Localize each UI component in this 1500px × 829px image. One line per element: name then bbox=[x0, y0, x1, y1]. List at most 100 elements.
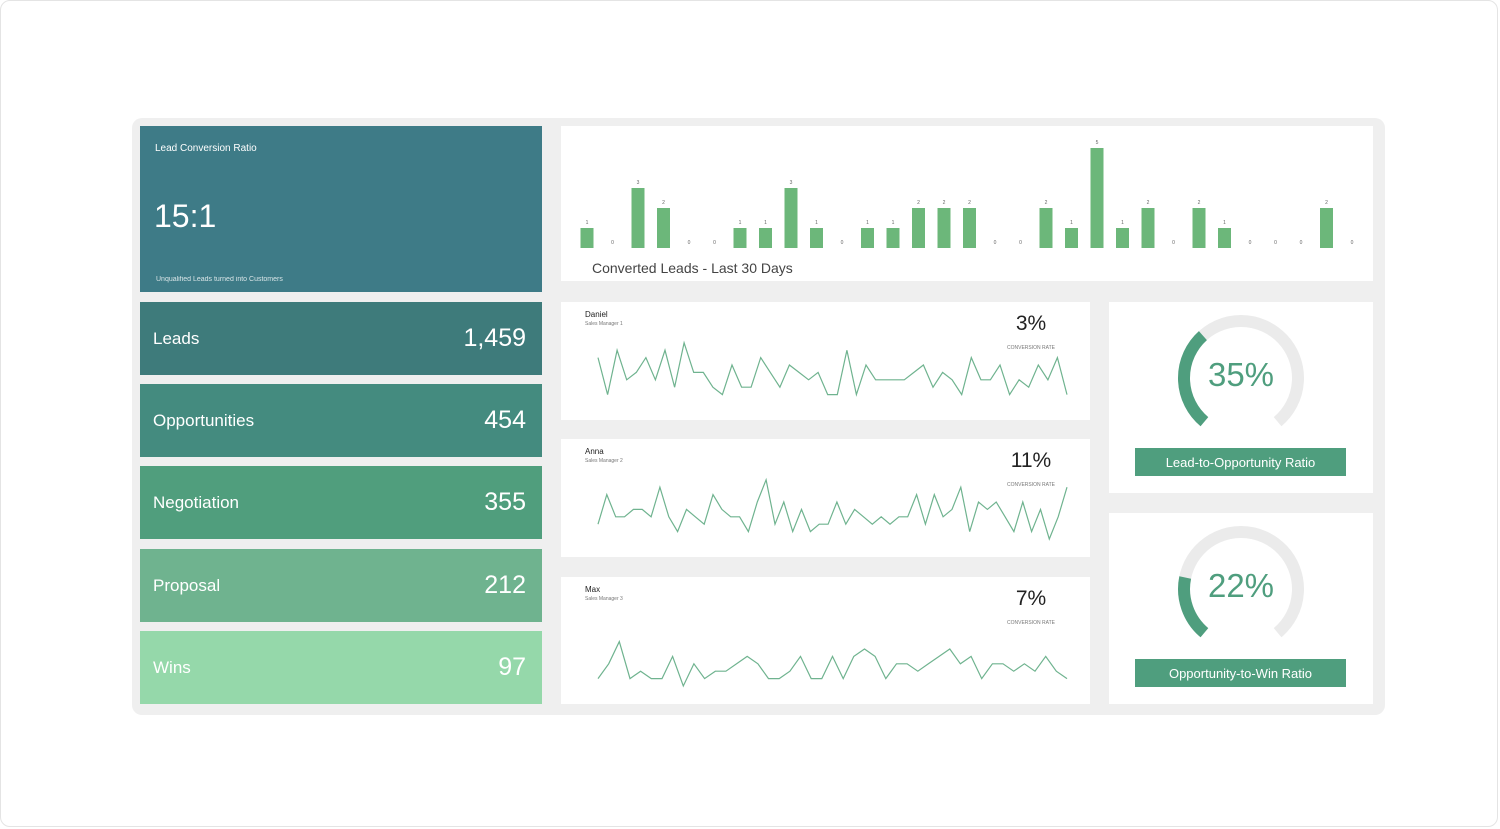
stage-value: 1,459 bbox=[463, 324, 526, 352]
bar-value-label: 1 bbox=[866, 220, 869, 226]
lead-to-opportunity-label[interactable]: Lead-to-Opportunity Ratio bbox=[1135, 448, 1346, 476]
rep-role: Sales Manager 1 bbox=[585, 321, 623, 327]
stage-leads[interactable]: Leads 1,459 bbox=[140, 302, 542, 375]
converted-leads-title: Converted Leads - Last 30 Days bbox=[592, 260, 793, 276]
rep-conversion-label: CONVERSION RATE bbox=[1007, 620, 1055, 626]
rep-card-anna[interactable]: Anna Sales Manager 2 11% CONVERSION RATE bbox=[561, 439, 1090, 557]
bar[interactable] bbox=[1218, 228, 1231, 248]
bar-value-label: 2 bbox=[1147, 200, 1150, 206]
bar-value-label: 0 bbox=[1300, 240, 1303, 246]
bar[interactable] bbox=[937, 208, 951, 248]
stage-label: Leads bbox=[153, 328, 200, 348]
rep-conversion-label: CONVERSION RATE bbox=[1007, 482, 1055, 488]
daniel-sparkline bbox=[597, 340, 1068, 397]
lead-to-opportunity-gauge: 35% bbox=[1178, 315, 1304, 427]
lead-conversion-tile[interactable]: Lead Conversion Ratio 15:1 Unqualified L… bbox=[140, 126, 542, 292]
bar[interactable] bbox=[657, 208, 670, 248]
bar-value-label: 0 bbox=[1249, 240, 1252, 246]
rep-conversion-pct: 11% bbox=[1010, 449, 1052, 472]
stage-proposal[interactable]: Proposal 212 bbox=[140, 549, 542, 622]
lead-conversion-title: Lead Conversion Ratio bbox=[155, 143, 257, 154]
rep-name: Daniel bbox=[585, 310, 608, 319]
bar-value-label: 1 bbox=[739, 220, 742, 226]
bar[interactable] bbox=[810, 228, 823, 248]
bar-value-label: 0 bbox=[1172, 240, 1175, 246]
bar[interactable] bbox=[784, 188, 798, 248]
gauge-value: 22% bbox=[1208, 567, 1274, 604]
bar[interactable] bbox=[963, 208, 976, 248]
bar[interactable] bbox=[1141, 208, 1155, 248]
bar-value-label: 0 bbox=[688, 240, 691, 246]
bar-value-label: 1 bbox=[1070, 220, 1073, 226]
bar-value-label: 1 bbox=[1121, 220, 1124, 226]
rep-card-daniel[interactable]: Daniel Sales Manager 1 3% CONVERSION RAT… bbox=[561, 302, 1090, 420]
bar-value-label: 0 bbox=[1274, 240, 1277, 246]
bar-value-label: 2 bbox=[1045, 200, 1048, 206]
bar-value-label: 0 bbox=[1019, 240, 1022, 246]
bar[interactable] bbox=[1065, 228, 1078, 248]
gauge-fill bbox=[1178, 576, 1209, 638]
gauge-value: 35% bbox=[1208, 356, 1274, 393]
bar-value-label: 3 bbox=[790, 180, 793, 186]
bar[interactable] bbox=[580, 228, 594, 248]
stage-value: 355 bbox=[484, 488, 526, 516]
bar[interactable] bbox=[1116, 228, 1129, 248]
bar[interactable] bbox=[912, 208, 925, 248]
bar-value-label: 2 bbox=[1325, 200, 1328, 206]
bar-value-label: 2 bbox=[968, 200, 971, 206]
bar[interactable] bbox=[1039, 208, 1053, 248]
rep-card-max[interactable]: Max Sales Manager 3 7% CONVERSION RATE bbox=[561, 577, 1090, 704]
stage-label: Opportunities bbox=[153, 410, 255, 430]
stage-value: 97 bbox=[498, 653, 526, 681]
converted-leads-chart: 1 0 3 2 0 0 1 1 3 1 0 1 1 2 2 2 0 0 2 1 5 1 2 0 2 1 0 0 0 2 0 bbox=[580, 140, 1354, 248]
opportunity-to-win-gauge: 22% bbox=[1178, 526, 1304, 638]
stage-value: 212 bbox=[484, 571, 526, 599]
stage-opportunities[interactable]: Opportunities 454 bbox=[140, 384, 542, 457]
rep-conversion-pct: 7% bbox=[1015, 587, 1047, 610]
bar-value-label: 1 bbox=[764, 220, 767, 226]
bar-value-label: 1 bbox=[892, 220, 895, 226]
bar[interactable] bbox=[886, 228, 900, 248]
stage-value: 454 bbox=[484, 406, 526, 434]
bar-value-label: 5 bbox=[1096, 140, 1099, 146]
rep-name: Anna bbox=[585, 447, 604, 456]
rep-role: Sales Manager 2 bbox=[585, 458, 623, 464]
sparkline-series bbox=[597, 639, 1068, 688]
bar-value-label: 0 bbox=[611, 240, 614, 246]
opportunity-to-win-card[interactable]: 22% Opportunity-to-Win Ratio bbox=[1109, 513, 1373, 704]
bar-value-label: 0 bbox=[994, 240, 997, 246]
bar-value-label: 3 bbox=[637, 180, 640, 186]
gauge-fill bbox=[1178, 331, 1209, 427]
lead-conversion-subtitle: Unqualified Leads turned into Customers bbox=[156, 276, 283, 283]
bar-value-label: 1 bbox=[586, 220, 589, 226]
stage-label: Proposal bbox=[153, 575, 221, 595]
rep-conversion-label: CONVERSION RATE bbox=[1007, 345, 1055, 351]
bar[interactable] bbox=[1192, 208, 1206, 248]
stage-wins[interactable]: Wins 97 bbox=[140, 631, 542, 704]
bar-value-label: 2 bbox=[662, 200, 665, 206]
bar-value-label: 1 bbox=[815, 220, 818, 226]
lead-to-opportunity-card[interactable]: 35% Lead-to-Opportunity Ratio bbox=[1109, 302, 1373, 493]
bar-value-label: 1 bbox=[1223, 220, 1226, 226]
bar-value-label: 0 bbox=[1351, 240, 1354, 246]
opportunity-to-win-label[interactable]: Opportunity-to-Win Ratio bbox=[1135, 659, 1346, 687]
bar[interactable] bbox=[759, 228, 772, 248]
rep-name: Max bbox=[585, 585, 601, 594]
bar[interactable] bbox=[861, 228, 874, 248]
max-sparkline bbox=[597, 639, 1068, 688]
bar[interactable] bbox=[1320, 208, 1333, 248]
bar[interactable] bbox=[631, 188, 645, 248]
anna-sparkline bbox=[597, 477, 1068, 541]
sparkline-series bbox=[597, 340, 1068, 397]
bar[interactable] bbox=[733, 228, 747, 248]
rep-role: Sales Manager 3 bbox=[585, 596, 623, 602]
bar-value-label: 2 bbox=[917, 200, 920, 206]
bar-value-label: 2 bbox=[1198, 200, 1201, 206]
rep-conversion-pct: 3% bbox=[1015, 312, 1047, 335]
converted-leads-card[interactable]: 1 0 3 2 0 0 1 1 3 1 0 1 1 2 2 2 0 0 2 1 5 1 2 0 2 1 0 0 0 2 0 Converte… bbox=[561, 126, 1373, 281]
sparkline-series bbox=[597, 477, 1068, 541]
bar-value-label: 0 bbox=[841, 240, 844, 246]
bar[interactable] bbox=[1090, 148, 1104, 248]
stage-negotiation[interactable]: Negotiation 355 bbox=[140, 466, 542, 539]
